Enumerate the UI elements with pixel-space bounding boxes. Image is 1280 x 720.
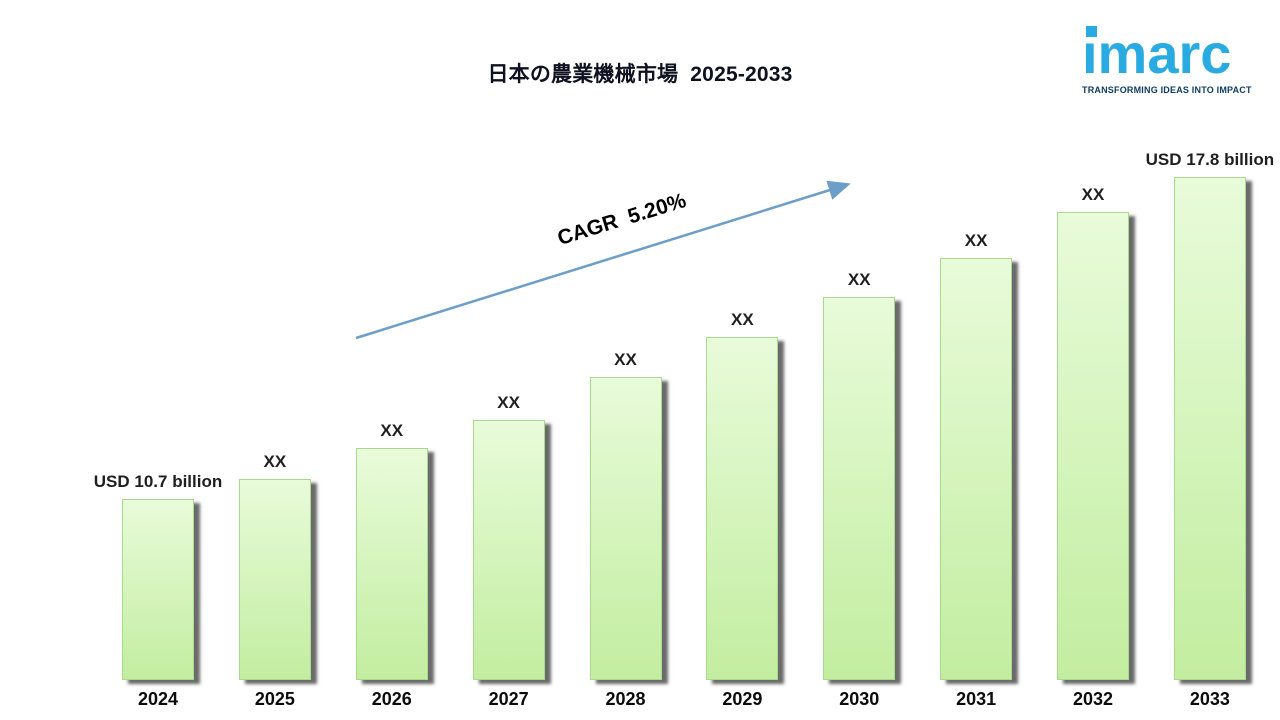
x-axis-label: 2024 bbox=[137, 689, 179, 709]
bar-group: USD 10.7 billion 2024 bbox=[94, 472, 222, 710]
imarc-logo-word: ımarc bbox=[1082, 26, 1260, 82]
bar bbox=[1173, 177, 1246, 680]
bar-group: XX 2032 bbox=[1047, 185, 1139, 710]
bar-value-label: XX bbox=[614, 350, 637, 369]
x-axis-label: 2031 bbox=[956, 689, 997, 709]
bar-value-label: XX bbox=[497, 393, 520, 412]
bar-group: XX 2025 bbox=[229, 452, 321, 710]
x-axis-label: 2028 bbox=[605, 689, 646, 709]
bar bbox=[823, 297, 896, 680]
bar-value-label: XX bbox=[1081, 185, 1105, 204]
x-axis-label: 2026 bbox=[371, 689, 412, 709]
bar-value-label: USD 17.8 billion bbox=[1145, 150, 1275, 169]
x-axis-label: 2029 bbox=[722, 689, 763, 709]
x-axis-label: 2030 bbox=[839, 689, 880, 709]
bar-group: XX 2028 bbox=[580, 350, 672, 710]
bar bbox=[472, 420, 545, 680]
bar-group: XX 2030 bbox=[813, 270, 905, 710]
bar-value-label: XX bbox=[847, 270, 871, 289]
imarc-logo: ımarc TRANSFORMING IDEAS INTO IMPACT bbox=[1082, 26, 1260, 96]
bar-value-label: USD 10.7 billion bbox=[93, 472, 223, 491]
bar bbox=[355, 448, 428, 680]
x-axis-label: 2032 bbox=[1072, 689, 1114, 709]
x-axis-label: 2033 bbox=[1189, 689, 1230, 709]
bar-value-label: XX bbox=[964, 231, 988, 250]
bar bbox=[940, 258, 1013, 680]
bar-value-label: XX bbox=[731, 310, 754, 329]
bar-value-label: XX bbox=[380, 421, 404, 440]
bar bbox=[706, 337, 779, 680]
imarc-logo-dot-icon bbox=[1086, 26, 1097, 37]
bar bbox=[589, 377, 662, 680]
bar-group: USD 17.8 billion 2033 bbox=[1146, 150, 1274, 710]
bar-group: XX 2027 bbox=[463, 393, 555, 710]
bar-group: XX 2026 bbox=[346, 421, 438, 710]
chart-title: 日本の農業機械市場 2025-2033 bbox=[487, 63, 793, 86]
x-axis-label: 2027 bbox=[488, 689, 529, 709]
imarc-logo-text: ımarc bbox=[1082, 22, 1232, 85]
bars: USD 10.7 billion 2024 XX 2025 XX 2026 XX… bbox=[94, 150, 1274, 710]
bar-value-label: XX bbox=[263, 452, 287, 471]
x-axis-label: 2025 bbox=[254, 689, 295, 709]
imarc-logo-tagline: TRANSFORMING IDEAS INTO IMPACT bbox=[1082, 85, 1252, 95]
bar-group: XX 2031 bbox=[930, 231, 1022, 710]
bar bbox=[122, 499, 194, 680]
bar-group: XX 2029 bbox=[696, 310, 788, 710]
bar bbox=[238, 479, 311, 680]
bar bbox=[1057, 212, 1129, 680]
